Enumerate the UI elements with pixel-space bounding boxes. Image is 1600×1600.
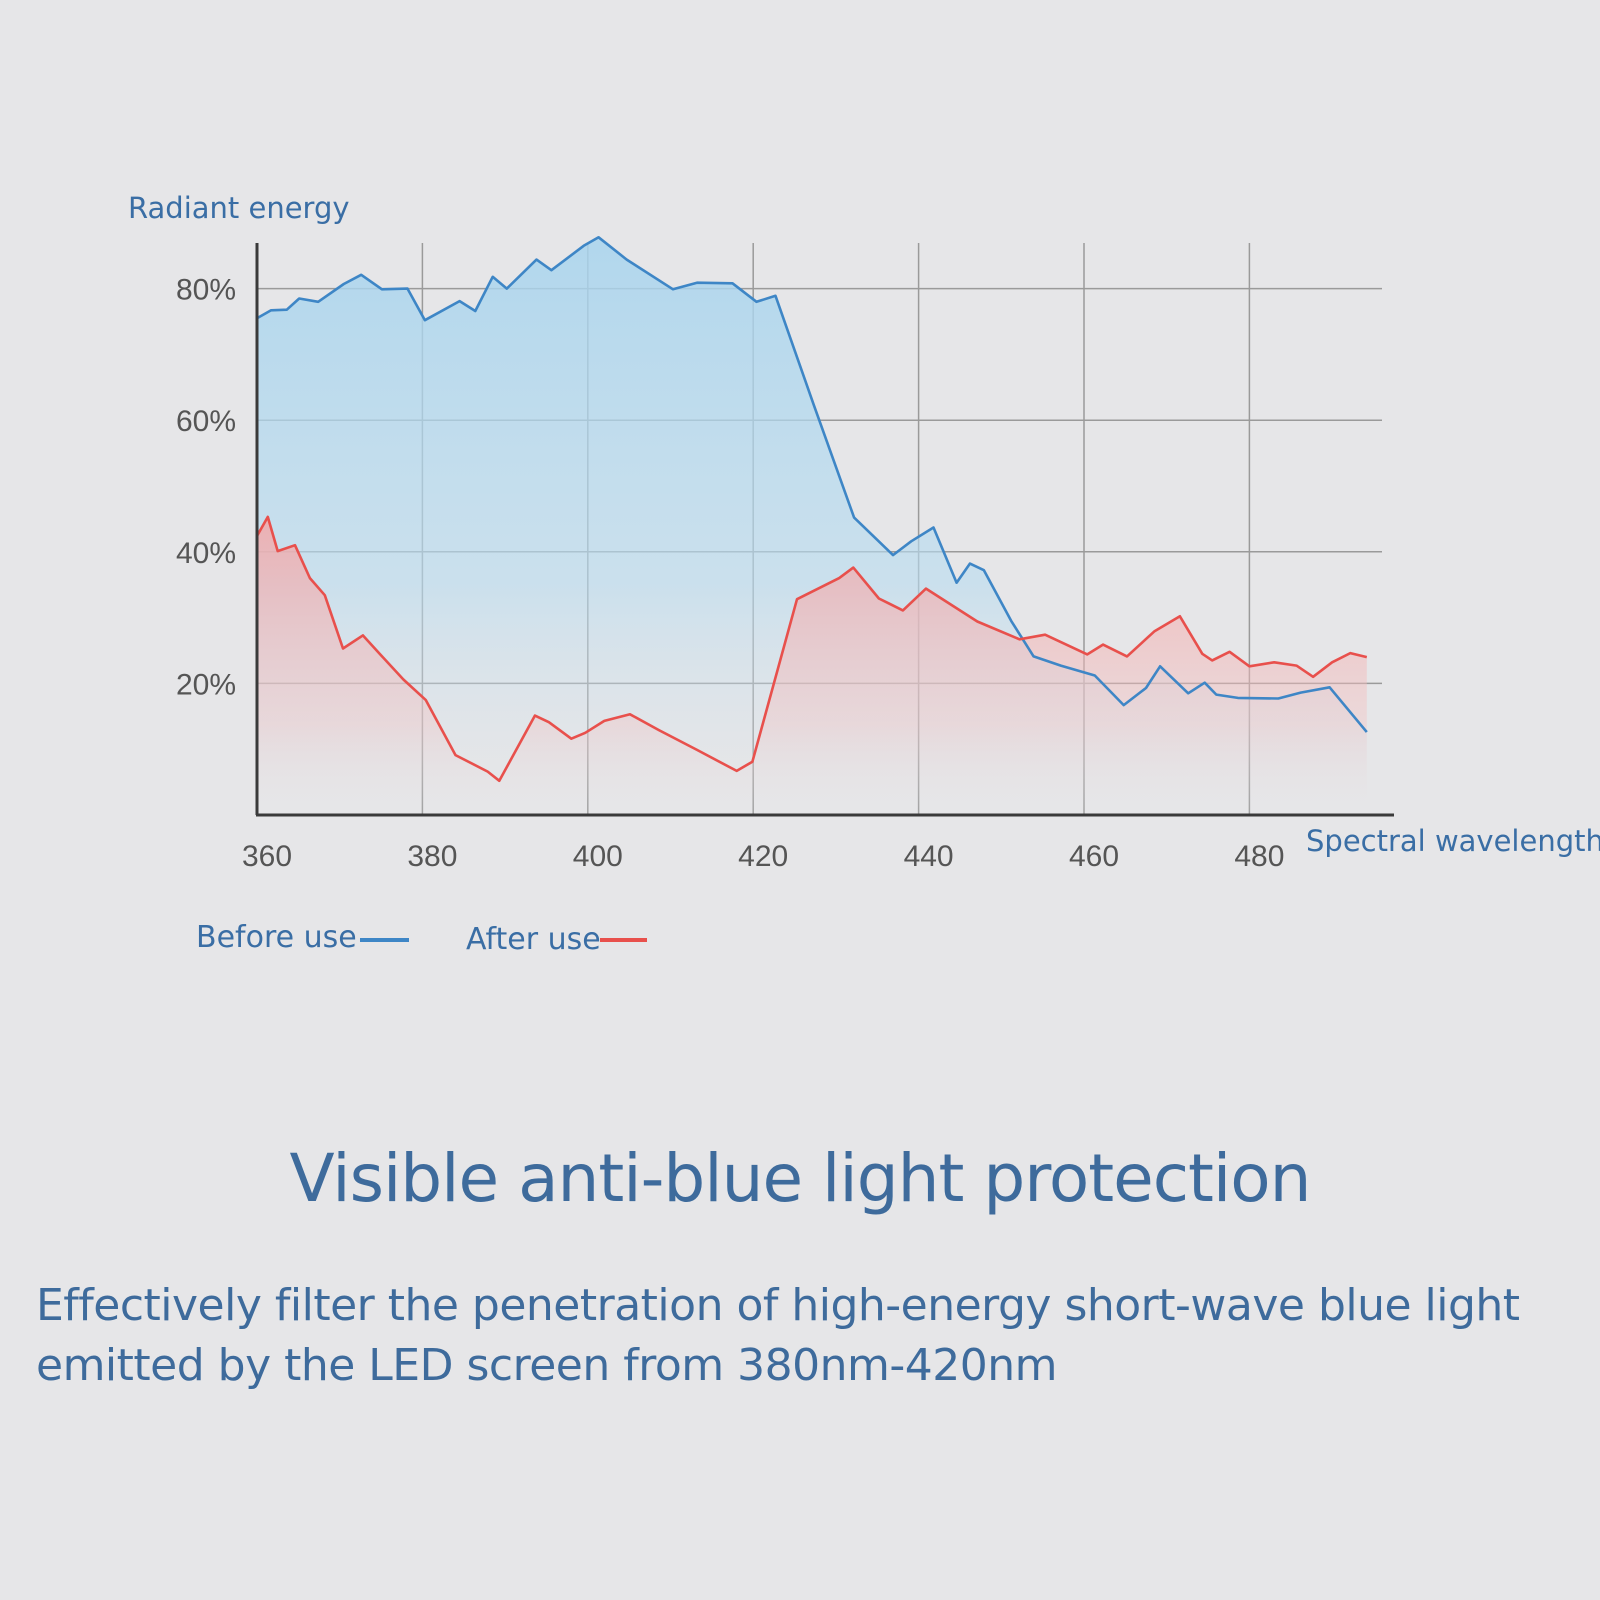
y-tick-label: 40% [176, 537, 236, 570]
series-line-after-use [255, 515, 1368, 783]
x-tick-label: 480 [1234, 840, 1284, 873]
series-line-before-use [256, 236, 1368, 733]
spectral-chart: 20% 40% 60% 80% 360 380 400 420 440 460 480 Radia… [128, 191, 1600, 957]
legend: Before use After use [196, 920, 647, 957]
legend-label-before: Before use [196, 920, 357, 955]
y-tick-labels: 20% 40% 60% 80% [176, 274, 236, 702]
legend-label-after: After use [466, 922, 601, 957]
x-tick-label: 400 [573, 840, 623, 873]
y-tick-label: 20% [176, 668, 236, 701]
y-axis-title: Radiant energy [128, 191, 350, 225]
series-fills [257, 237, 1367, 816]
x-tick-labels: 360 380 400 420 440 460 480 [242, 840, 1284, 873]
series-area-before-use [257, 237, 1367, 816]
subtext: Effectively filter the penetration of hi… [36, 1280, 1520, 1391]
y-tick-label: 60% [176, 405, 236, 438]
x-tick-label: 440 [904, 840, 954, 873]
y-tick-label: 80% [176, 274, 236, 307]
series-lines [255, 236, 1368, 783]
headline: Visible anti-blue light protection [289, 1140, 1312, 1217]
x-tick-label: 460 [1069, 840, 1119, 873]
x-axis-title: Spectral wavelength [1306, 824, 1600, 858]
x-tick-label: 360 [242, 840, 292, 873]
series-area-after-use [257, 516, 1367, 815]
x-tick-label: 380 [407, 840, 457, 873]
x-tick-label: 420 [738, 840, 788, 873]
